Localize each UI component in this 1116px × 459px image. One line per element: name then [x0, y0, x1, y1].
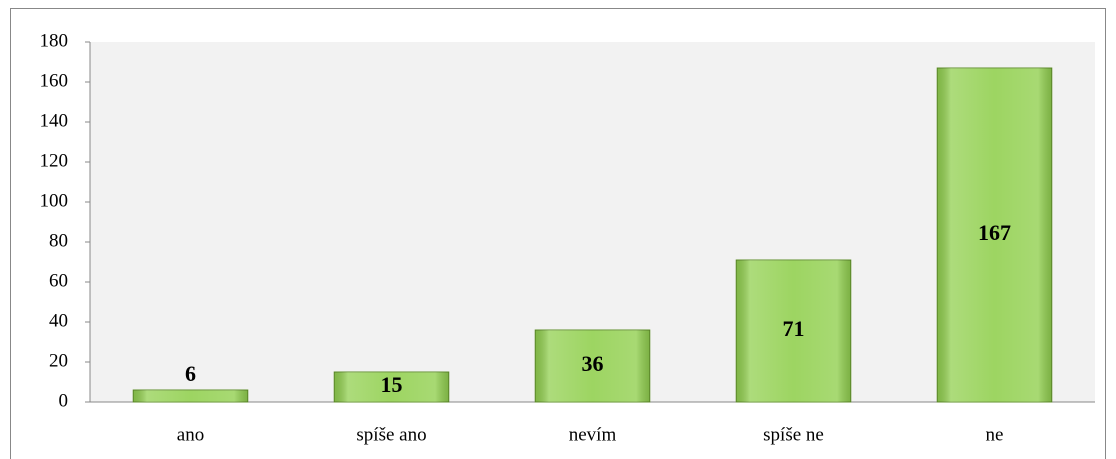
value-label: 6	[185, 361, 196, 386]
bar-sheen	[334, 372, 449, 402]
value-label: 36	[582, 351, 604, 376]
value-label: 15	[381, 372, 403, 397]
x-tick-label: spíše ne	[763, 424, 824, 445]
y-tick-label: 160	[40, 70, 69, 91]
bar-sheen	[937, 68, 1052, 402]
y-tick-label: 180	[40, 30, 69, 51]
x-tick-label: ne	[986, 424, 1004, 445]
x-tick-label: spíše ano	[356, 424, 426, 445]
y-tick-label: 120	[40, 150, 69, 171]
y-tick-label: 0	[59, 390, 69, 411]
y-tick-label: 60	[49, 270, 68, 291]
chart-border	[10, 8, 1106, 459]
bar-sheen	[133, 390, 248, 402]
y-tick-label: 140	[40, 110, 69, 131]
y-tick-label: 40	[49, 310, 68, 331]
x-tick-label: ano	[177, 424, 204, 445]
value-label: 71	[783, 316, 805, 341]
x-tick-label: nevím	[569, 424, 617, 445]
value-label: 167	[978, 220, 1011, 245]
bar-sheen	[736, 260, 851, 402]
bar-sheen	[535, 330, 650, 402]
y-tick-label: 20	[49, 350, 68, 371]
y-tick-label: 100	[40, 190, 69, 211]
y-tick-label: 80	[49, 230, 68, 251]
